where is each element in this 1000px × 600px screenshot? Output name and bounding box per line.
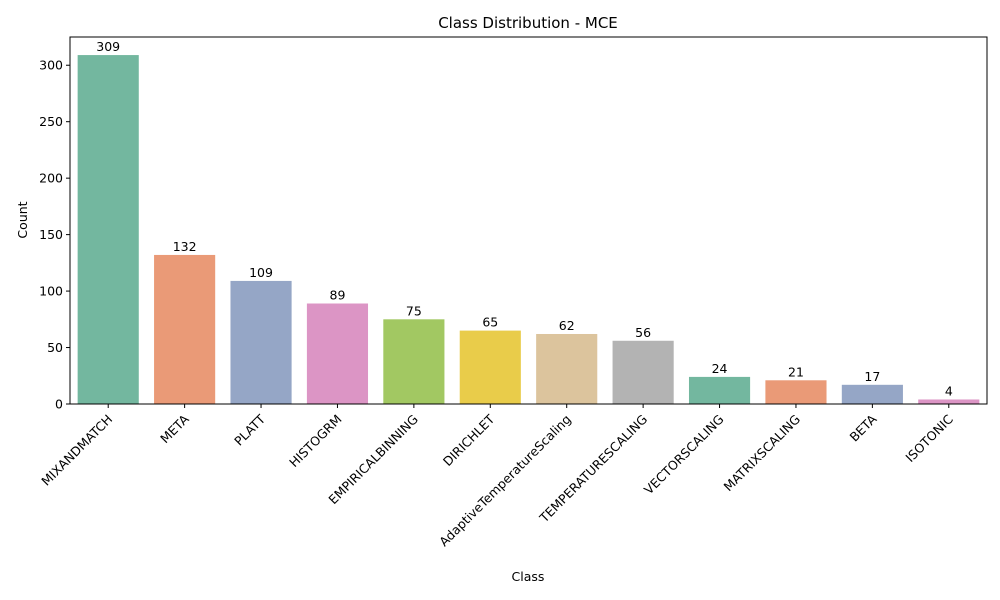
x-axis: MIXANDMATCH META PLATT HISTOGRMEMPIRICALBIN… [38, 404, 956, 549]
x-tick-label-vectorscaling: VECTORSCALING [641, 412, 727, 498]
bar-platt [230, 280, 292, 404]
x-tick-label-dirichlet: DIRICHLET [440, 411, 498, 469]
data-label-beta: 17 [864, 369, 880, 384]
y-tick-label-300: 300 [39, 58, 63, 73]
data-label-temperaturescaling: 56 [635, 325, 651, 340]
bar-beta [841, 384, 903, 404]
y-tick-label-150: 150 [39, 227, 63, 242]
data-label-empiricalbinning: 75 [406, 303, 422, 318]
y-axis: 0 50 100 150 200 250 300 [39, 58, 70, 412]
y-tick-label-100: 100 [39, 284, 63, 299]
y-axis-label: Count [15, 201, 30, 238]
bar-matrixscaling [765, 380, 827, 404]
x-tick-label-beta: BETA [846, 411, 879, 444]
y-tick-label-250: 250 [39, 114, 63, 129]
bar-mixandmatch [77, 55, 139, 405]
data-label-isotonic: 4 [945, 383, 953, 398]
x-tick-label-adaptivetemperaturescaling: AdaptiveTemperatureScaling [436, 412, 574, 550]
y-tick-label-200: 200 [39, 171, 63, 186]
bar-vectorscaling [688, 376, 751, 404]
x-tick-label-matrixscaling: MATRIXSCALING [720, 412, 803, 495]
x-axis-label: Class [512, 569, 545, 584]
bar-meta [154, 254, 216, 404]
bars-group [77, 55, 980, 405]
y-tick-label-0: 0 [55, 397, 63, 412]
data-label-vectorscaling: 24 [712, 361, 728, 376]
x-tick-label-mixandmatch: MIXANDMATCH [38, 412, 115, 489]
plot-frame [69, 36, 988, 405]
y-tick-label-50: 50 [47, 340, 63, 355]
data-label-dirichlet: 65 [482, 315, 498, 330]
x-tick-label-platt: PLATT [231, 411, 268, 448]
bar-dirichlet [459, 330, 521, 404]
bar-isotonic [918, 399, 980, 404]
data-label-histogrm: 89 [330, 287, 346, 302]
bar-histogrm [306, 303, 369, 404]
bar-adaptivetemperaturescaling [536, 333, 598, 404]
data-label-mixandmatch: 309 [96, 39, 120, 54]
x-tick-label-meta: META [157, 411, 192, 446]
bar-temperaturescaling [612, 340, 674, 404]
x-tick-label-isotonic: ISOTONIC [902, 411, 956, 465]
data-label-meta: 132 [173, 239, 197, 254]
x-tick-label-histogrm: HISTOGRM [286, 412, 344, 470]
data-label-matrixscaling: 21 [788, 364, 804, 379]
chart-title: Class Distribution - MCE [438, 14, 618, 32]
bar-empiricalbinning [383, 319, 445, 404]
data-labels-group: 309 132 109 89 75 65 62 56 24 21 17 4 [96, 39, 953, 398]
data-label-platt: 109 [249, 265, 273, 280]
data-label-adaptivetemperaturescaling: 62 [559, 318, 575, 333]
